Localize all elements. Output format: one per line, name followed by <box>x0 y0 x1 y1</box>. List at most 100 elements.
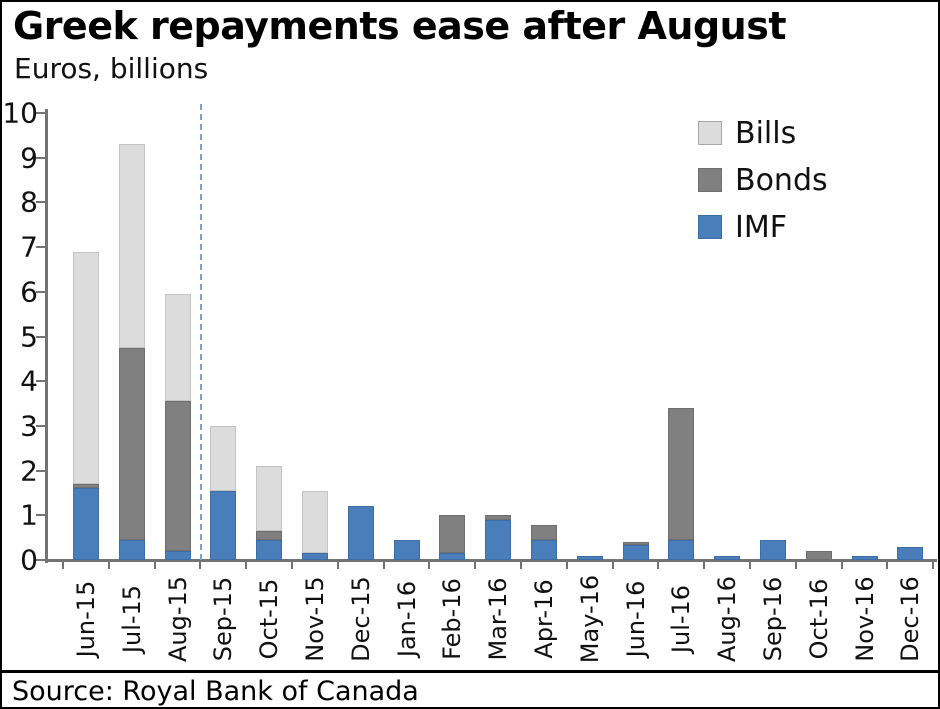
forecast-divider-line <box>200 104 203 560</box>
x-axis-category-label: Sep-16 <box>758 576 787 662</box>
bar-segment-imf <box>668 539 695 560</box>
legend-label: IMF <box>735 209 787 245</box>
x-axis-tick <box>474 560 477 569</box>
bar-segment-imf <box>439 553 466 560</box>
bar-segment-bonds <box>530 525 557 540</box>
x-axis-tick <box>382 560 385 569</box>
x-axis-tick <box>520 560 522 569</box>
legend-label: Bills <box>735 115 797 151</box>
x-axis-category-label: Jul-15 <box>117 584 146 654</box>
bar-segment-imf <box>256 539 283 560</box>
y-axis-tick-label: 1 <box>20 498 38 532</box>
y-axis-tick-label: 8 <box>20 185 38 219</box>
y-axis-tick <box>36 469 47 472</box>
y-axis-tick <box>36 112 47 114</box>
x-axis-category-label: Jun-15 <box>71 580 100 658</box>
y-axis-tick <box>36 201 47 204</box>
y-axis-tick-label: 7 <box>20 230 38 264</box>
x-axis-category-label: Oct-16 <box>804 578 833 660</box>
bar-segment-imf <box>72 488 99 560</box>
y-axis-tick <box>36 514 47 517</box>
bar-segment-imf <box>485 519 512 560</box>
x-axis-category-label: Aug-16 <box>713 575 742 663</box>
y-axis-tick <box>36 246 47 249</box>
legend-item: IMF <box>698 209 828 245</box>
x-axis-category-label: Sep-15 <box>209 576 238 662</box>
bar-segment-imf <box>393 539 420 560</box>
x-axis-category-label: Nov-16 <box>850 576 879 662</box>
x-axis-tick <box>703 560 706 569</box>
bar-segment-bills <box>210 425 237 491</box>
x-axis-category-label: Apr-16 <box>529 579 558 659</box>
x-axis-category-label: Jan-16 <box>392 580 421 658</box>
bar-segment-bills <box>301 490 328 554</box>
bar-segment-bonds <box>668 408 695 540</box>
bar-segment-imf <box>301 553 328 560</box>
legend-swatch-bonds-icon <box>698 168 722 192</box>
legend-item: Bonds <box>698 162 828 198</box>
bar-segment-bills <box>72 251 99 484</box>
x-axis-category-label: Nov-15 <box>300 576 329 662</box>
x-axis-category-label: Dec-16 <box>896 576 925 662</box>
bar-segment-bonds <box>256 530 283 540</box>
y-axis-tick-label: 9 <box>20 141 38 175</box>
bar-segment-bonds <box>72 484 99 489</box>
x-axis-tick <box>932 560 935 569</box>
bar-segment-imf <box>164 551 191 560</box>
x-axis-tick <box>794 560 797 569</box>
y-axis-tick <box>36 156 47 159</box>
bar-segment-imf <box>210 490 237 560</box>
y-axis-tick-label: 3 <box>20 409 38 443</box>
legend-swatch-bills-icon <box>698 121 722 145</box>
bar-segment-bills <box>164 294 191 402</box>
y-axis-tick-label: 4 <box>20 364 38 398</box>
bar-segment-bonds <box>622 542 649 546</box>
bar-segment-imf <box>851 555 878 560</box>
bar-segment-imf <box>897 546 924 560</box>
y-axis-tick-label: 0 <box>20 543 38 577</box>
legend: Bills Bonds IMF <box>698 115 828 245</box>
legend-item: Bills <box>698 115 828 151</box>
x-axis-tick <box>428 560 431 569</box>
x-axis-line <box>45 559 937 562</box>
y-axis-tick-label: 5 <box>20 320 38 353</box>
x-axis-tick <box>62 560 64 569</box>
y-axis-tick <box>36 424 47 427</box>
x-axis-category-label: Mar-16 <box>484 577 513 661</box>
y-axis-tick <box>36 290 47 293</box>
y-axis-tick <box>36 559 47 561</box>
bar-segment-imf <box>622 545 649 560</box>
legend-label: Bonds <box>735 162 828 198</box>
bar-segment-bonds <box>118 347 145 540</box>
y-axis-tick <box>36 380 47 383</box>
x-axis-category-label: Aug-15 <box>163 575 192 663</box>
bar-segment-bonds <box>164 401 191 552</box>
x-axis-tick <box>886 560 889 569</box>
bar-segment-imf <box>347 506 374 560</box>
x-axis-tick <box>245 560 248 569</box>
x-axis-tick <box>199 560 202 569</box>
x-axis-category-label: Feb-16 <box>438 578 467 660</box>
bar-segment-imf <box>759 539 786 560</box>
footer-divider <box>0 670 940 673</box>
y-axis-tick-label: 6 <box>20 275 38 309</box>
x-axis-tick <box>657 560 660 569</box>
x-axis-category-label: May-16 <box>575 574 604 664</box>
bar-segment-imf <box>530 539 557 560</box>
bar-segment-imf <box>576 555 603 560</box>
source-credit: Source: Royal Bank of Canada <box>12 676 419 707</box>
x-axis-tick <box>153 560 156 569</box>
bar-segment-bonds <box>485 515 512 520</box>
bar-segment-imf <box>714 555 741 560</box>
bar-segment-bonds <box>805 551 832 560</box>
x-axis-tick <box>336 560 339 569</box>
x-axis-category-label: Jun-16 <box>621 580 650 658</box>
x-axis-category-label: Oct-15 <box>255 578 284 660</box>
chart-subtitle: Euros, billions <box>14 52 209 85</box>
x-axis-tick <box>749 560 751 569</box>
chart-title: Greek repayments ease after August <box>13 4 786 48</box>
legend-swatch-imf-icon <box>698 215 722 239</box>
bar-segment-imf <box>118 539 145 560</box>
